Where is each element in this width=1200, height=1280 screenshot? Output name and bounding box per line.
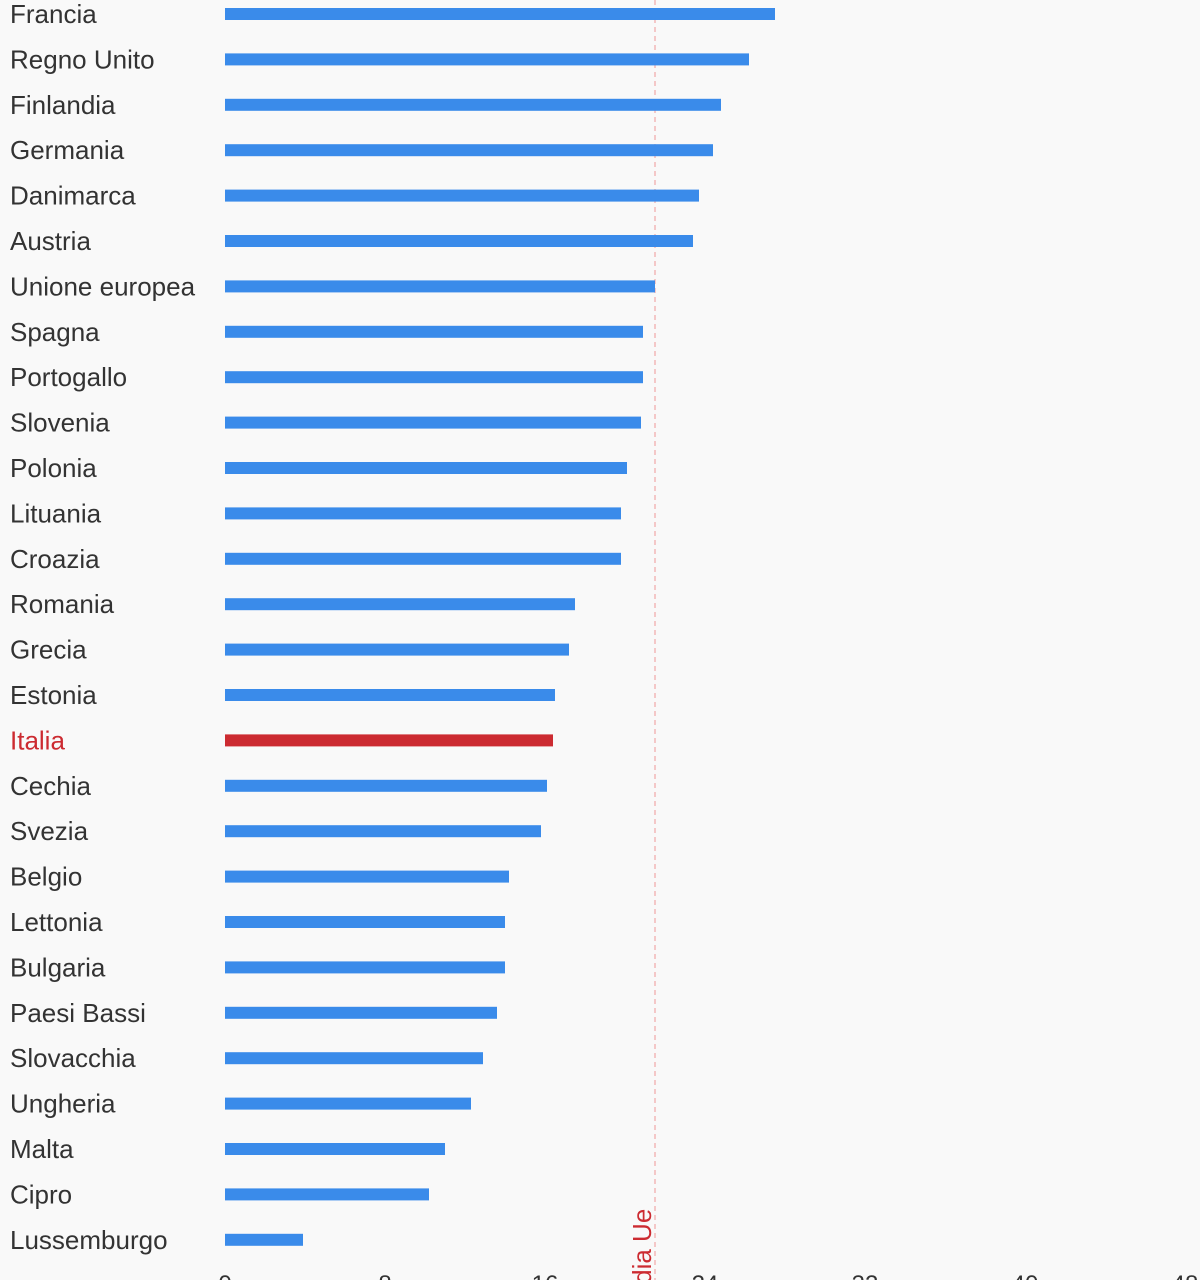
category-label: Grecia — [10, 635, 87, 665]
bar — [225, 1006, 497, 1019]
bar — [225, 507, 621, 520]
x-tick-label: 24 — [692, 1271, 719, 1280]
x-tick-label: 40 — [1012, 1271, 1039, 1280]
category-label: Regno Unito — [10, 44, 155, 74]
category-label: Slovacchia — [10, 1043, 136, 1073]
bar — [225, 98, 721, 111]
bar — [225, 416, 641, 429]
bar — [225, 916, 505, 928]
x-tick-label: 8 — [378, 1271, 391, 1280]
bar — [225, 325, 643, 338]
bar — [225, 598, 575, 611]
category-label: Portogallo — [10, 362, 127, 392]
bar — [225, 825, 541, 838]
category-label: Francia — [10, 0, 97, 29]
category-label: Ungheria — [10, 1089, 116, 1119]
category-label: Cipro — [10, 1179, 72, 1209]
bar — [225, 189, 699, 202]
bar — [225, 689, 555, 701]
reference-line-label: Media Ue — [627, 1209, 657, 1280]
x-tick-label: 48 — [1172, 1271, 1199, 1280]
bar — [225, 144, 713, 157]
category-label: Lussemburgo — [10, 1225, 168, 1255]
bar — [225, 552, 621, 565]
bar — [225, 1233, 303, 1246]
bar — [225, 734, 553, 747]
x-tick-label: 32 — [852, 1271, 879, 1280]
category-label: Bulgaria — [10, 952, 106, 982]
category-label: Croazia — [10, 544, 100, 574]
category-label: Slovenia — [10, 408, 110, 438]
bar — [225, 779, 547, 792]
category-label: Spagna — [10, 317, 100, 347]
category-label: Polonia — [10, 453, 97, 483]
category-label: Lituania — [10, 498, 102, 528]
bar — [225, 1052, 483, 1065]
category-label: Lettonia — [10, 907, 103, 937]
category-label: Estonia — [10, 680, 97, 710]
bar — [225, 280, 655, 293]
bar — [225, 1188, 429, 1201]
bar — [225, 870, 509, 883]
category-label: Austria — [10, 226, 91, 256]
bar — [225, 462, 627, 474]
category-label: Cechia — [10, 771, 91, 801]
bar — [225, 8, 775, 20]
bar — [225, 961, 505, 974]
category-label: Danimarca — [10, 181, 136, 211]
category-label: Germania — [10, 135, 125, 165]
bar — [225, 235, 693, 247]
bar — [225, 371, 643, 384]
category-label: Paesi Bassi — [10, 998, 146, 1028]
category-label: Italia — [10, 725, 65, 755]
bar — [225, 643, 569, 656]
category-label: Svezia — [10, 816, 89, 846]
category-label: Malta — [10, 1134, 74, 1164]
category-label: Finlandia — [10, 90, 116, 120]
bar — [225, 53, 749, 66]
x-tick-label: 16 — [532, 1271, 559, 1280]
bar — [225, 1143, 445, 1155]
category-label: Belgio — [10, 862, 82, 892]
x-tick-label: 0 — [218, 1271, 231, 1280]
category-label: Romania — [10, 589, 115, 619]
category-label: Unione europea — [10, 271, 196, 301]
bar — [225, 1097, 471, 1110]
